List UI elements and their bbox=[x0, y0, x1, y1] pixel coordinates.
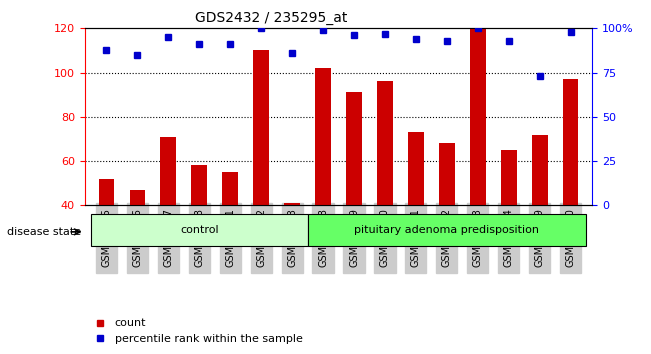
Bar bbox=[346, 92, 362, 205]
Text: control: control bbox=[180, 225, 219, 235]
Bar bbox=[98, 179, 114, 205]
Bar bbox=[439, 143, 454, 205]
Bar bbox=[130, 190, 145, 205]
Bar bbox=[315, 68, 331, 205]
Bar bbox=[223, 172, 238, 205]
Bar bbox=[377, 81, 393, 205]
Text: pituitary adenoma predisposition: pituitary adenoma predisposition bbox=[354, 225, 540, 235]
Text: disease state: disease state bbox=[7, 227, 81, 237]
FancyBboxPatch shape bbox=[91, 214, 307, 246]
Bar bbox=[408, 132, 424, 205]
FancyBboxPatch shape bbox=[307, 214, 586, 246]
Text: GDS2432 / 235295_at: GDS2432 / 235295_at bbox=[195, 11, 348, 25]
Legend: count, percentile rank within the sample: count, percentile rank within the sample bbox=[90, 314, 307, 348]
Bar bbox=[563, 79, 579, 205]
Bar bbox=[532, 135, 547, 205]
Bar bbox=[253, 51, 269, 205]
Bar bbox=[470, 28, 486, 205]
Bar bbox=[284, 203, 300, 205]
Bar bbox=[501, 150, 516, 205]
Bar bbox=[191, 166, 207, 205]
Bar bbox=[161, 137, 176, 205]
